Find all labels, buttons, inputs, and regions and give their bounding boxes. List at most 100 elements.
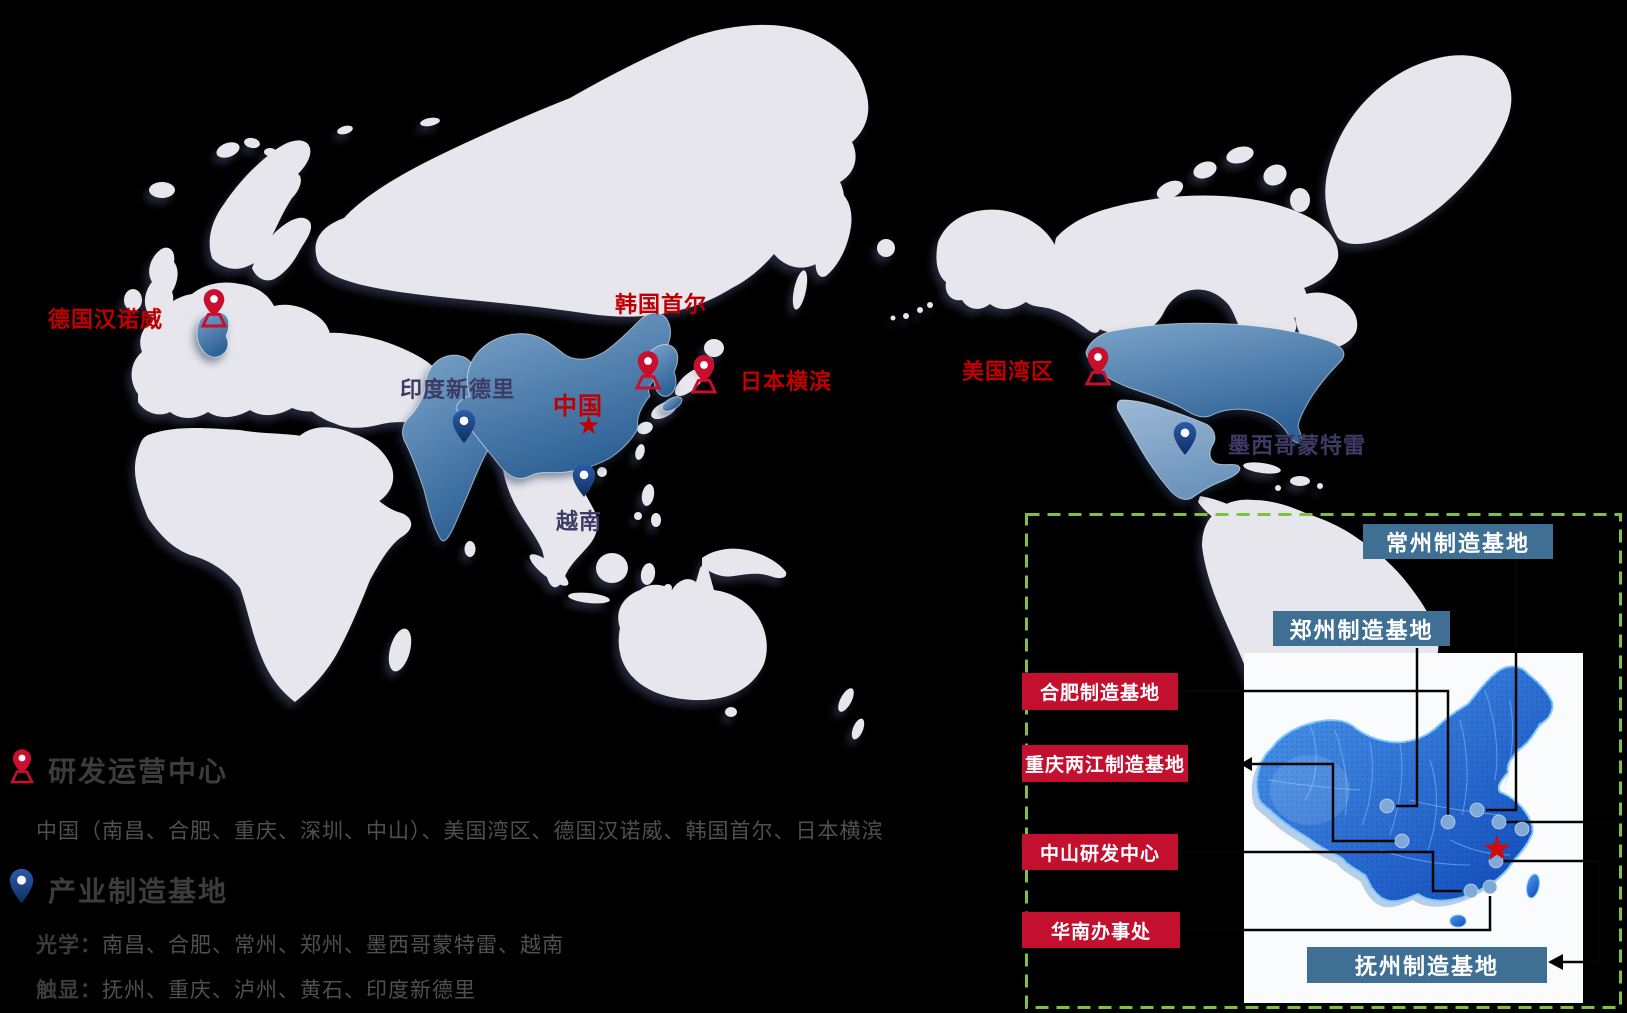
cuba	[1243, 462, 1281, 474]
vietnam-mfg-pin-icon	[571, 463, 597, 498]
usa-rd-pin-icon	[1080, 345, 1116, 387]
kamchatka	[815, 189, 852, 277]
germany-rd-pin-icon	[196, 287, 232, 329]
siberia	[315, 24, 869, 317]
labrador	[1294, 292, 1358, 349]
inset-dashed-border	[1025, 513, 1622, 1009]
label-vietnam: 越南	[556, 509, 603, 534]
australia	[618, 565, 767, 701]
label-japan-yokohama: 日本横滨	[740, 369, 833, 394]
label-china: 中国	[553, 393, 603, 420]
legend-mfg-pin-icon	[8, 868, 35, 904]
label-india-new-delhi: 印度新德里	[400, 377, 516, 402]
taiwan	[635, 444, 645, 460]
connector-changzhou	[1486, 559, 1518, 812]
connector-chongqing	[1248, 762, 1402, 843]
legend-rd-pin-icon	[6, 748, 38, 784]
label-mexico-monterrey: 墨西哥蒙特雷	[1228, 433, 1367, 458]
legend-optics-label: 光学：	[36, 934, 102, 957]
continents-layer	[124, 24, 1512, 855]
dot-zhengzhou	[1379, 798, 1395, 814]
uk	[144, 247, 178, 318]
inset-connectors	[1178, 559, 1625, 964]
dot-chongqing	[1394, 833, 1410, 849]
hainan-inset	[1449, 914, 1467, 928]
japan-highlight-s	[661, 396, 683, 412]
sumatra	[529, 554, 569, 586]
china-star-icon: ★	[577, 410, 601, 440]
legend-optics-line: 光学：南昌、合肥、常州、郑州、墨西哥蒙特雷、越南	[36, 929, 564, 959]
legend-rd-items: 中国（南昌、合肥、重庆、深圳、中山）、美国湾区、德国汉诺威、韩国首尔、日本横滨	[36, 820, 884, 843]
mexico-highlight	[1116, 399, 1241, 501]
connector-hefei	[1178, 689, 1450, 816]
connector-fuzhou	[1502, 859, 1601, 964]
finland	[252, 217, 312, 281]
philippines	[641, 484, 655, 506]
connector-zhongshan	[1180, 850, 1462, 893]
label-germany-hannover: 德国汉诺威	[48, 307, 164, 332]
alaska	[936, 209, 1101, 333]
chukotka-tip	[877, 239, 895, 257]
borneo	[596, 553, 628, 583]
hainan	[597, 467, 607, 477]
dot-coastal	[1514, 821, 1530, 837]
arrowhead-fuzhou	[1548, 954, 1563, 970]
canada	[1053, 195, 1339, 344]
usa-highlight	[1085, 322, 1345, 444]
legend-mfg-title: 产业制造基地	[48, 876, 229, 907]
dot-changzhou	[1469, 802, 1485, 818]
inset-label-huanan: 华南办事处	[1022, 912, 1180, 948]
nanchang-star-icon	[1483, 835, 1511, 861]
ireland	[124, 289, 142, 311]
novaya-zemlya	[369, 166, 427, 214]
madagascar	[388, 628, 412, 672]
legend-rd-title: 研发运营中心	[48, 756, 229, 787]
inset-label-zhongshan: 中山研发中心	[1022, 834, 1178, 870]
taiwan-inset	[1526, 873, 1540, 899]
new-guinea	[702, 548, 787, 579]
mexico-mfg-pin-icon	[1172, 421, 1198, 456]
iceland	[149, 182, 175, 198]
china-highlight	[455, 312, 672, 479]
legend-touch-label: 触显：	[36, 979, 102, 1002]
label-korea-seoul: 韩国首尔	[615, 292, 708, 317]
inset-label-hefei: 合肥制造基地	[1022, 673, 1178, 710]
korea-rd-pin-icon	[630, 349, 666, 391]
connector-zhengzhou	[1396, 648, 1419, 808]
scandinavia	[209, 140, 311, 269]
dot-huanan	[1482, 879, 1498, 895]
inset-label-fuzhou: 抚州制造基地	[1307, 947, 1547, 983]
new-zealand-n	[838, 688, 854, 712]
label-usa-bay-area: 美国湾区	[962, 359, 1055, 384]
inset-label-chongqing: 重庆两江制造基地	[1022, 745, 1188, 782]
africa	[134, 427, 412, 702]
sri-lanka	[464, 541, 476, 557]
inset-china-map	[1251, 665, 1554, 928]
tasmania	[725, 707, 737, 717]
sulawesi	[640, 563, 656, 585]
java	[568, 592, 610, 604]
inset-label-changzhou: 常州制造基地	[1363, 524, 1553, 559]
svalbard	[216, 142, 240, 158]
india-mfg-pin-icon	[451, 409, 477, 444]
tibet-plateau-sheen	[1270, 755, 1350, 825]
dot-shanghai	[1491, 814, 1507, 830]
inset-label-zhengzhou: 郑州制造基地	[1273, 611, 1450, 646]
japan-rd-pin-icon	[686, 353, 722, 395]
japan-kyushu	[637, 421, 653, 435]
connector-huanan	[1180, 896, 1492, 932]
dot-hefei	[1440, 814, 1456, 830]
greenland	[1325, 55, 1512, 244]
arrowhead-chongqing	[1240, 757, 1252, 771]
new-zealand-s	[851, 718, 865, 740]
hispaniola	[1290, 476, 1310, 486]
legend-optics-items: 南昌、合肥、常州、郑州、墨西哥蒙特雷、越南	[102, 934, 564, 957]
dot-zhongshan	[1463, 883, 1479, 899]
legend-touch-items: 抚州、重庆、泸州、黄石、印度新德里	[102, 979, 476, 1002]
japan-hokkaido	[704, 339, 724, 357]
highlighted-countries	[196, 311, 1345, 542]
sakhalin	[792, 270, 808, 310]
central-asia-middle-east	[284, 332, 453, 428]
